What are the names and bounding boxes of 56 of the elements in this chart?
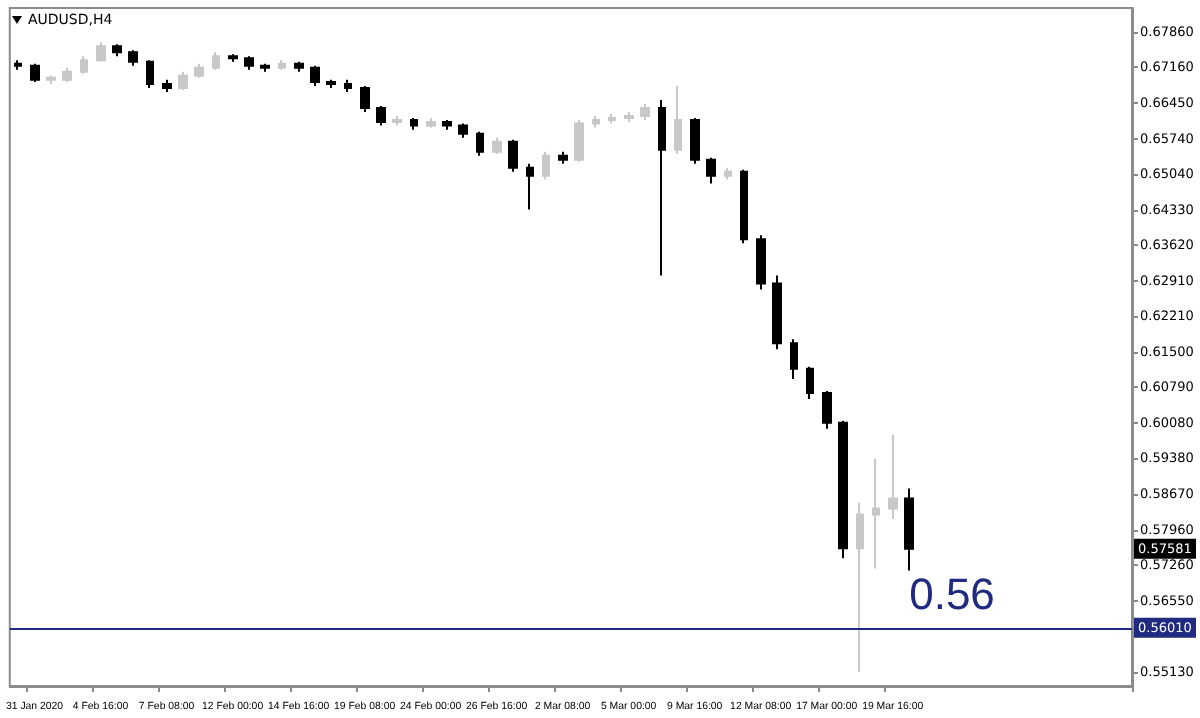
candlestick <box>376 105 386 127</box>
candlestick <box>872 457 880 570</box>
candlestick <box>822 389 832 430</box>
candlestick <box>756 234 766 291</box>
candlestick <box>658 98 666 277</box>
candlestick <box>674 84 682 155</box>
candlestick <box>178 70 188 91</box>
candlestick <box>392 115 402 127</box>
candlestick <box>558 150 568 165</box>
candlestick <box>410 117 418 131</box>
candlestick <box>128 49 138 67</box>
candlestick <box>112 43 122 58</box>
candlestick <box>492 136 502 155</box>
candlestick <box>706 156 716 185</box>
candlestick <box>740 168 748 245</box>
candlestick <box>30 62 40 83</box>
candlestick <box>442 119 452 131</box>
candlestick <box>608 113 616 125</box>
candlestick <box>624 111 634 124</box>
candlestick <box>888 433 898 520</box>
candlestick <box>96 41 106 63</box>
candlestick <box>278 59 286 71</box>
candlestick <box>772 274 782 351</box>
candlestick <box>856 501 864 673</box>
candlestick <box>80 55 88 75</box>
candlestick <box>574 119 584 163</box>
candlestick <box>360 84 370 114</box>
candlestick <box>476 130 484 157</box>
candlestick <box>146 59 154 89</box>
candlestick <box>14 59 22 71</box>
ref-line-label: 0.56 <box>909 568 995 619</box>
candlestick <box>592 115 600 129</box>
candlestick <box>162 78 172 93</box>
candlestick <box>62 66 72 83</box>
candlestick <box>542 150 550 181</box>
candlestick <box>806 365 814 401</box>
candlestick <box>690 117 700 165</box>
candlestick <box>260 62 270 73</box>
candlestick <box>244 55 254 71</box>
candlestick <box>790 338 798 380</box>
candlestick <box>458 122 468 139</box>
candlestick <box>724 166 732 181</box>
candlestick <box>426 117 436 129</box>
candlestick <box>508 138 518 173</box>
candlestick <box>838 419 848 560</box>
candlestick <box>344 78 352 93</box>
candlestick <box>212 51 220 71</box>
candlestick <box>228 53 238 63</box>
candlestick <box>194 62 204 79</box>
candlestick <box>640 103 650 122</box>
candlestick <box>904 487 914 572</box>
candlestick <box>526 162 534 211</box>
candlestick <box>326 78 336 89</box>
candlestick <box>46 74 56 85</box>
candlestick <box>310 64 320 87</box>
candlestick <box>294 60 304 73</box>
